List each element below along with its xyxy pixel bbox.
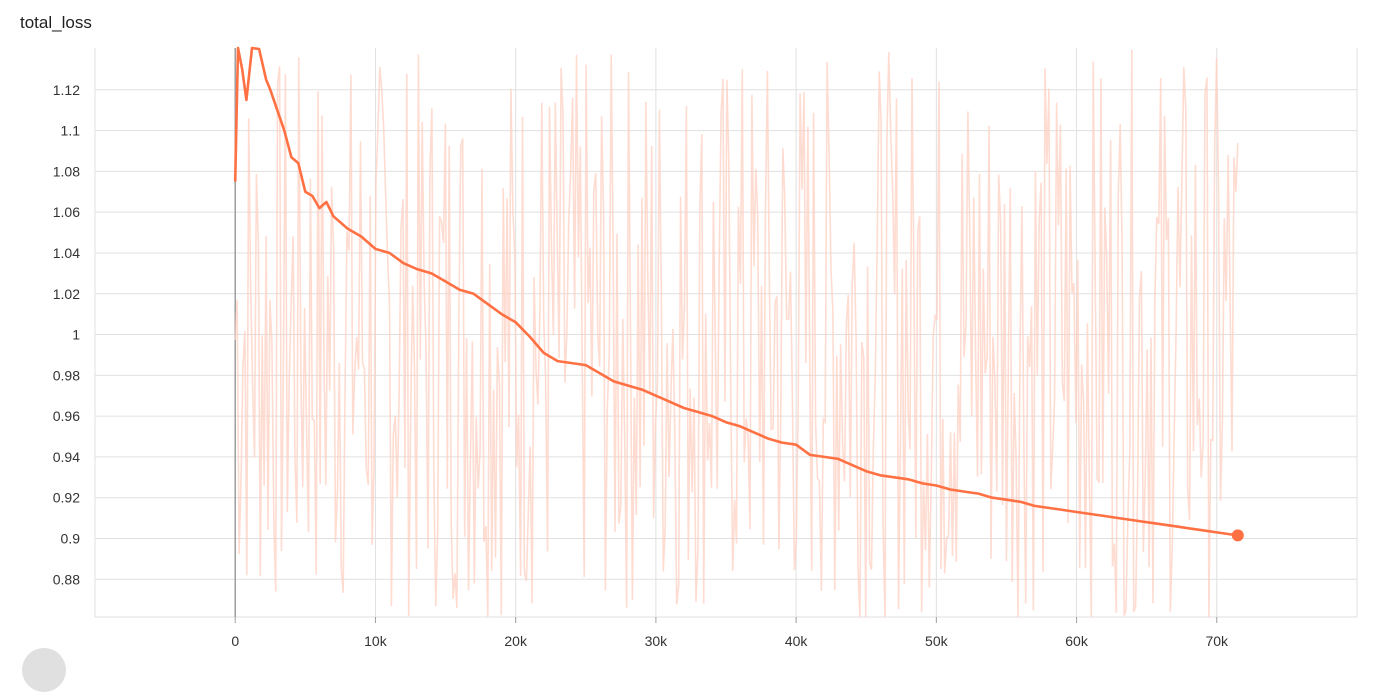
x-tick-label: 30k <box>645 633 669 649</box>
chart-title: total_loss <box>20 13 92 32</box>
y-tick-label: 1.1 <box>61 123 81 139</box>
x-tick-label: 0 <box>231 633 239 649</box>
last-point-marker <box>1231 529 1244 542</box>
x-tick-label: 10k <box>364 633 388 649</box>
corner-badge[interactable] <box>22 648 66 692</box>
line-chart: 0.88 0.9 0.92 0.94 0.96 0.98 1 1.02 1.04 1.06 1.08… <box>53 46 1358 649</box>
smoothed-series <box>233 46 1244 542</box>
x-tick-label: 60k <box>1065 633 1089 649</box>
y-tick-label: 1.12 <box>53 82 80 98</box>
y-tick-label: 0.96 <box>53 408 80 424</box>
x-tick-label: 40k <box>785 633 809 649</box>
y-tick-label: 1.06 <box>53 204 80 220</box>
x-tick-label: 50k <box>925 633 949 649</box>
x-tick-label: 20k <box>504 633 528 649</box>
smoothed-series-line <box>233 46 1238 537</box>
raw-series <box>234 49 1239 618</box>
x-tick-label: 70k <box>1205 633 1229 649</box>
y-tick-label: 1 <box>72 327 80 343</box>
y-tick-label: 0.88 <box>53 571 80 587</box>
y-tick-label: 0.94 <box>53 449 80 465</box>
y-axis: 0.88 0.9 0.92 0.94 0.96 0.98 1 1.02 1.04 1.06 1.08… <box>53 82 80 587</box>
x-axis: 0 10k 20k 30k 40k 50k 60k 70k <box>231 633 1229 649</box>
y-tick-label: 0.9 <box>61 530 81 546</box>
y-tick-label: 0.98 <box>53 367 80 383</box>
y-tick-label: 1.04 <box>53 245 80 261</box>
raw-series-line <box>234 49 1239 618</box>
y-tick-label: 0.92 <box>53 490 80 506</box>
y-tick-label: 1.02 <box>53 286 80 302</box>
y-tick-label: 1.08 <box>53 163 80 179</box>
